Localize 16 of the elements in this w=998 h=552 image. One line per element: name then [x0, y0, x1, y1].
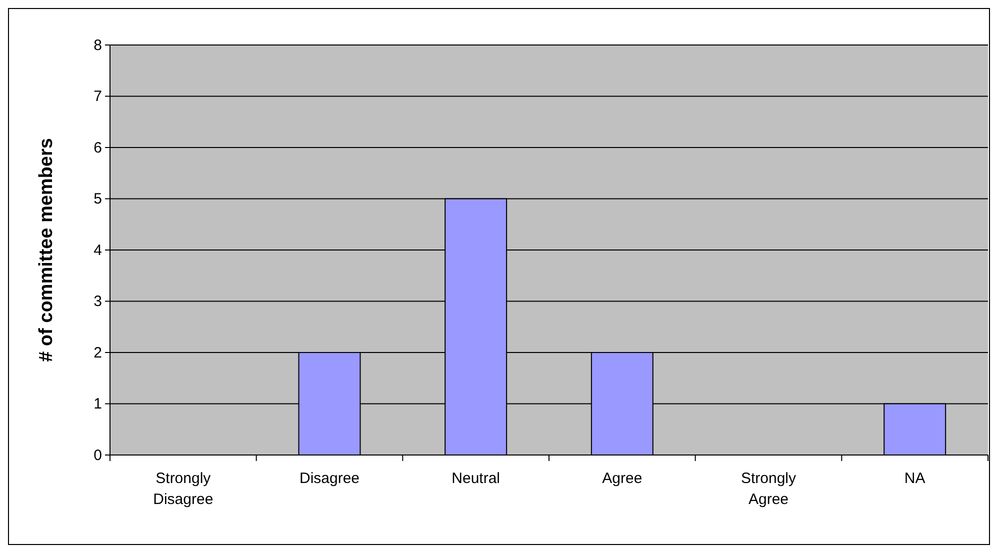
y-tick-label: 4	[94, 242, 102, 259]
y-axis-title: # of committee members	[36, 138, 57, 362]
y-tick-label: 1	[94, 396, 102, 413]
x-tick-label: Strongly Agree	[740, 470, 797, 508]
y-tick-label: 3	[94, 293, 102, 310]
y-tick-label: 8	[94, 36, 102, 54]
x-tick-label: Neutral	[452, 470, 500, 487]
y-tick-label: 6	[94, 139, 102, 156]
x-tick-label: Disagree	[299, 470, 360, 487]
y-tick-label: 5	[94, 190, 102, 208]
x-tick-label: Agree	[602, 470, 642, 487]
x-tick-label: Strongly Disagree	[153, 470, 214, 508]
y-tick-label: 7	[94, 88, 102, 106]
y-tick-label: 2	[94, 344, 102, 362]
y-tick-label: 0	[94, 446, 102, 464]
x-tick-label: NA	[904, 470, 926, 487]
